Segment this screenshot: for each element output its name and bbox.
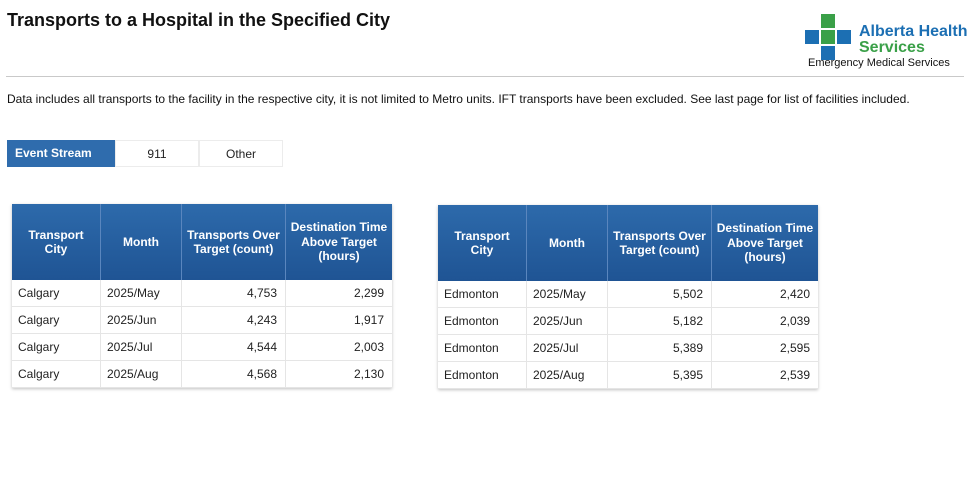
table-row: Edmonton 2025/Jul 5,389 2,595 <box>438 334 818 362</box>
table-row: Edmonton 2025/May 5,502 2,420 <box>438 281 818 308</box>
calgary-table: Transport City Month Transports Over Tar… <box>12 204 392 388</box>
cell-hours: 2,130 <box>285 360 392 388</box>
table-row: Calgary 2025/May 4,753 2,299 <box>12 280 392 307</box>
logo-subtitle: Emergency Medical Services <box>808 57 950 69</box>
cell-city: Edmonton <box>438 361 527 389</box>
cell-hours: 2,420 <box>711 281 818 308</box>
cell-month: 2025/Jul <box>100 333 182 361</box>
table-header-row: Transport City Month Transports Over Tar… <box>438 205 818 281</box>
cell-count: 4,243 <box>181 306 286 334</box>
table-row: Edmonton 2025/Jun 5,182 2,039 <box>438 307 818 335</box>
cell-hours: 2,003 <box>285 333 392 361</box>
cell-month: 2025/Jul <box>526 334 608 362</box>
cell-count: 5,389 <box>607 334 712 362</box>
cell-count: 4,753 <box>181 280 286 307</box>
cell-hours: 2,539 <box>711 361 818 389</box>
column-header[interactable]: Month <box>100 204 182 280</box>
cell-hours: 1,917 <box>285 306 392 334</box>
logo-line-2: Services <box>859 39 925 56</box>
column-header[interactable]: Transports Over Target (count) <box>181 204 286 280</box>
cell-count: 5,182 <box>607 307 712 335</box>
cell-city: Calgary <box>12 280 101 307</box>
data-note: Data includes all transports to the faci… <box>7 92 910 106</box>
filter-option-other[interactable]: Other <box>199 140 283 167</box>
cell-count: 4,568 <box>181 360 286 388</box>
cell-hours: 2,299 <box>285 280 392 307</box>
cell-count: 5,395 <box>607 361 712 389</box>
cell-count: 5,502 <box>607 281 712 308</box>
cell-city: Edmonton <box>438 307 527 335</box>
column-header[interactable]: Transport City <box>12 204 101 280</box>
cell-city: Calgary <box>12 306 101 334</box>
event-stream-filter: Event Stream 911 Other <box>7 140 283 167</box>
cell-month: 2025/Jun <box>100 306 182 334</box>
table-header-row: Transport City Month Transports Over Tar… <box>12 204 392 280</box>
cell-city: Edmonton <box>438 281 527 308</box>
filter-label: Event Stream <box>7 140 115 167</box>
ahs-logo: Alberta Health Services Emergency Medica… <box>805 12 975 74</box>
column-header[interactable]: Transports Over Target (count) <box>607 205 712 281</box>
page-title: Transports to a Hospital in the Specifie… <box>7 10 391 30</box>
column-header[interactable]: Transport City <box>438 205 527 281</box>
cell-hours: 2,595 <box>711 334 818 362</box>
header-divider <box>6 76 964 77</box>
filter-option-911[interactable]: 911 <box>115 140 199 167</box>
table-row: Calgary 2025/Jul 4,544 2,003 <box>12 333 392 361</box>
cell-month: 2025/Aug <box>100 360 182 388</box>
ahs-cross-icon <box>805 14 851 60</box>
cell-month: 2025/Aug <box>526 361 608 389</box>
cell-month: 2025/Jun <box>526 307 608 335</box>
logo-line-1: Alberta Health <box>859 23 968 40</box>
table-row: Edmonton 2025/Aug 5,395 2,539 <box>438 361 818 389</box>
cell-city: Calgary <box>12 333 101 361</box>
cell-city: Calgary <box>12 360 101 388</box>
edmonton-table: Transport City Month Transports Over Tar… <box>438 205 818 389</box>
logo-wordmark: Alberta Health Services <box>859 24 967 56</box>
table-row: Calgary 2025/Aug 4,568 2,130 <box>12 360 392 388</box>
cell-month: 2025/May <box>100 280 182 307</box>
cell-count: 4,544 <box>181 333 286 361</box>
column-header[interactable]: Month <box>526 205 608 281</box>
table-row: Calgary 2025/Jun 4,243 1,917 <box>12 306 392 334</box>
cell-city: Edmonton <box>438 334 527 362</box>
cell-hours: 2,039 <box>711 307 818 335</box>
cell-month: 2025/May <box>526 281 608 308</box>
column-header[interactable]: Destination Time Above Target (hours) <box>711 205 818 281</box>
column-header[interactable]: Destination Time Above Target (hours) <box>285 204 392 280</box>
